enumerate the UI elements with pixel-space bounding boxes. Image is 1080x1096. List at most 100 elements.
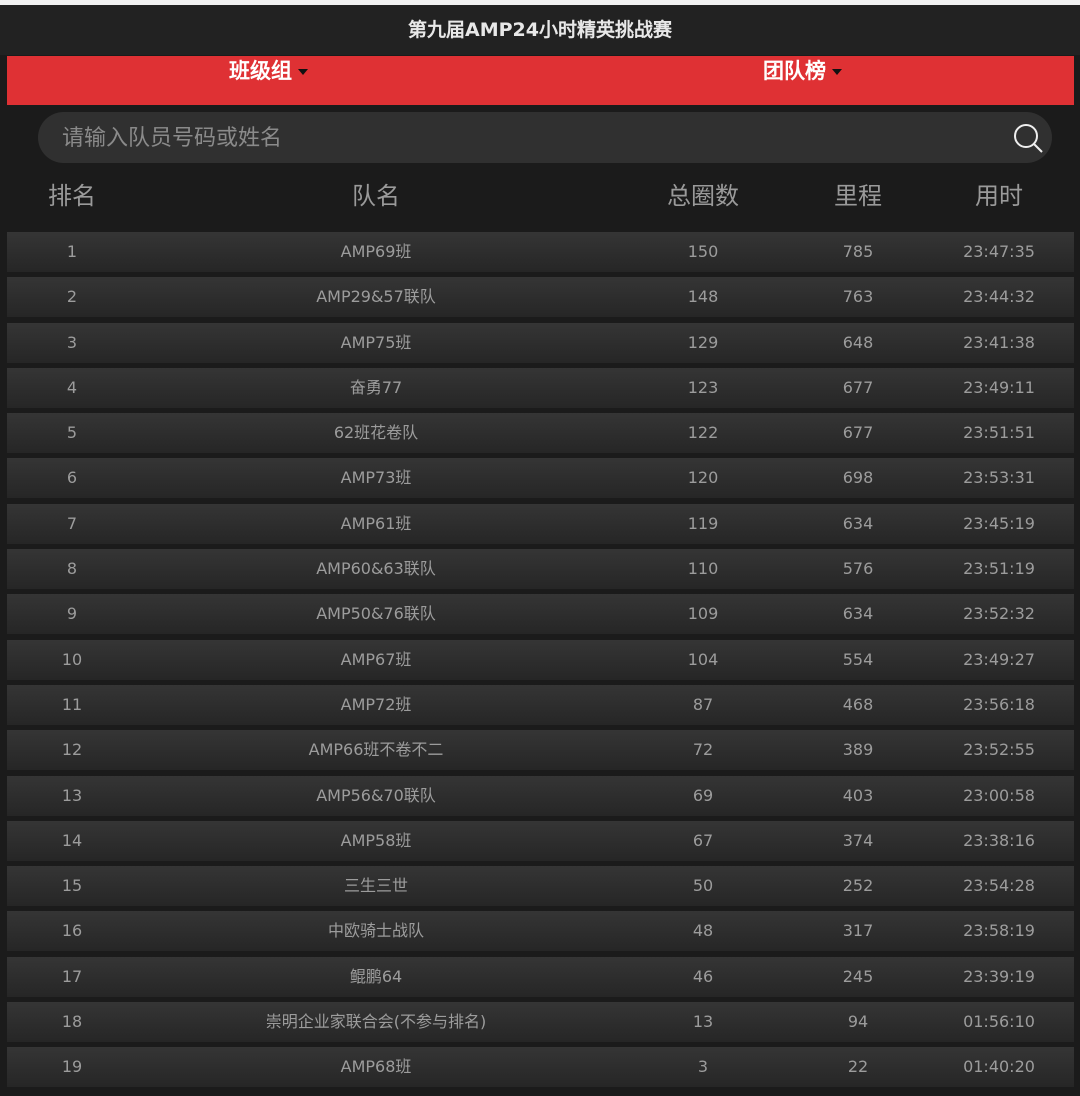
cell-team: 鲲鹏64	[349, 966, 403, 986]
search-bar	[38, 112, 1052, 165]
cell-distance: 22	[847, 1057, 869, 1077]
cell-time: 23:41:38	[963, 332, 1035, 352]
cell-laps: 120	[687, 468, 719, 488]
cell-laps: 3	[697, 1057, 709, 1077]
header-rank: 排名	[48, 182, 96, 210]
page-title: 第九届AMP24小时精英挑战赛	[0, 5, 1080, 55]
cell-team: AMP72班	[340, 694, 412, 714]
cell-laps: 72	[692, 740, 714, 760]
table-row[interactable]: 15 三生三世 50 252 23:54:28	[7, 866, 1074, 907]
cell-team: AMP50&76联队	[316, 604, 436, 624]
cell-time: 23:47:35	[963, 242, 1035, 261]
cell-laps: 123	[687, 377, 719, 397]
cell-rank: 10	[61, 649, 83, 669]
cell-time: 23:49:27	[963, 649, 1035, 669]
cell-team: AMP66班不卷不二	[308, 740, 444, 760]
table-row[interactable]: 6 AMP73班 120 698 23:53:31	[7, 458, 1074, 499]
table-row[interactable]: 14 AMP58班 67 374 23:38:16	[7, 820, 1074, 861]
cell-laps: 69	[692, 785, 714, 805]
cell-team: AMP73班	[340, 468, 412, 488]
search-input[interactable]	[60, 112, 984, 165]
table-row[interactable]: 13 AMP56&70联队 69 403 23:00:58	[7, 775, 1074, 816]
cell-distance: 554	[842, 649, 874, 669]
header-laps: 总圈数	[667, 182, 739, 210]
cell-laps: 13	[692, 1012, 714, 1032]
table-row[interactable]: 10 AMP67班 104 554 23:49:27	[7, 639, 1074, 680]
cell-rank: 11	[61, 694, 83, 714]
cell-distance: 648	[842, 332, 874, 352]
cell-team: AMP75班	[340, 332, 412, 352]
table-row[interactable]: 3 AMP75班 129 648 23:41:38	[7, 322, 1074, 363]
table-header: 排名 队名 总圈数 里程 用时	[0, 176, 1080, 222]
cell-time: 23:44:32	[963, 287, 1035, 307]
cell-rank: 8	[66, 559, 78, 579]
cell-rank: 15	[61, 876, 83, 896]
table-row[interactable]: 4 奋勇77 123 677 23:49:11	[7, 367, 1074, 408]
caret-down-icon	[832, 69, 842, 75]
filter-bar: 班级组 团队榜	[7, 56, 1074, 105]
cell-rank: 2	[66, 287, 78, 307]
board-dropdown[interactable]: 团队榜	[763, 56, 842, 86]
cell-distance: 374	[842, 830, 874, 850]
cell-distance: 785	[842, 242, 874, 261]
board-dropdown-label: 团队榜	[763, 59, 826, 83]
cell-time: 23:53:31	[963, 468, 1035, 488]
cell-laps: 109	[687, 604, 719, 624]
table-row[interactable]: 12 AMP66班不卷不二 72 389 23:52:55	[7, 730, 1074, 771]
cell-rank: 5	[66, 423, 78, 443]
cell-distance: 468	[842, 694, 874, 714]
table-row[interactable]: 16 中欧骑士战队 48 317 23:58:19	[7, 911, 1074, 952]
table-row[interactable]: 11 AMP72班 87 468 23:56:18	[7, 684, 1074, 725]
cell-rank: 6	[66, 468, 78, 488]
cell-laps: 150	[687, 242, 719, 261]
cell-laps: 67	[692, 830, 714, 850]
cell-team: AMP69班	[340, 242, 412, 261]
cell-team: AMP61班	[340, 513, 412, 533]
cell-laps: 48	[692, 921, 714, 941]
cell-distance: 677	[842, 423, 874, 443]
cell-time: 23:38:16	[963, 830, 1035, 850]
table-row[interactable]: 5 62班花卷队 122 677 23:51:51	[7, 413, 1074, 454]
cell-laps: 110	[687, 559, 719, 579]
cell-team: 62班花卷队	[333, 423, 419, 443]
table-row[interactable]: 8 AMP60&63联队 110 576 23:51:19	[7, 549, 1074, 590]
cell-rank: 18	[61, 1012, 83, 1032]
cell-rank: 19	[61, 1057, 83, 1077]
cell-time: 23:45:19	[963, 513, 1035, 533]
cell-time: 23:52:32	[963, 604, 1035, 624]
table-row[interactable]: 19 AMP68班 3 22 01:40:20	[7, 1047, 1074, 1088]
cell-laps: 87	[692, 694, 714, 714]
cell-distance: 245	[842, 966, 874, 986]
table-row[interactable]: 1 AMP69班 150 785 23:47:35	[7, 232, 1074, 272]
table-row[interactable]: 9 AMP50&76联队 109 634 23:52:32	[7, 594, 1074, 635]
table-row[interactable]: 18 崇明企业家联合会(不参与排名) 13 94 01:56:10	[7, 1002, 1074, 1043]
cell-team: AMP67班	[340, 649, 412, 669]
cell-laps: 119	[687, 513, 719, 533]
cell-distance: 634	[842, 513, 874, 533]
cell-team: 三生三世	[343, 876, 409, 896]
cell-rank: 3	[66, 332, 78, 352]
cell-distance: 576	[842, 559, 874, 579]
cell-time: 23:39:19	[963, 966, 1035, 986]
cell-team: AMP58班	[340, 830, 412, 850]
cell-rank: 16	[61, 921, 83, 941]
cell-time: 23:52:55	[963, 740, 1035, 760]
table-row[interactable]: 17 鲲鹏64 46 245 23:39:19	[7, 956, 1074, 997]
table-row[interactable]: 2 AMP29&57联队 148 763 23:44:32	[7, 277, 1074, 318]
cell-team: AMP68班	[340, 1057, 412, 1077]
cell-laps: 46	[692, 966, 714, 986]
cell-rank: 1	[66, 242, 78, 261]
group-dropdown[interactable]: 班级组	[229, 56, 308, 86]
search-icon[interactable]	[1012, 122, 1044, 154]
header-time: 用时	[975, 182, 1023, 210]
cell-distance: 389	[842, 740, 874, 760]
cell-laps: 148	[687, 287, 719, 307]
cell-time: 23:54:28	[963, 876, 1035, 896]
top-strip	[0, 0, 1080, 5]
cell-time: 23:58:19	[963, 921, 1035, 941]
cell-distance: 403	[842, 785, 874, 805]
cell-team: 中欧骑士战队	[327, 921, 425, 941]
cell-laps: 129	[687, 332, 719, 352]
caret-down-icon	[298, 69, 308, 75]
table-row[interactable]: 7 AMP61班 119 634 23:45:19	[7, 503, 1074, 544]
